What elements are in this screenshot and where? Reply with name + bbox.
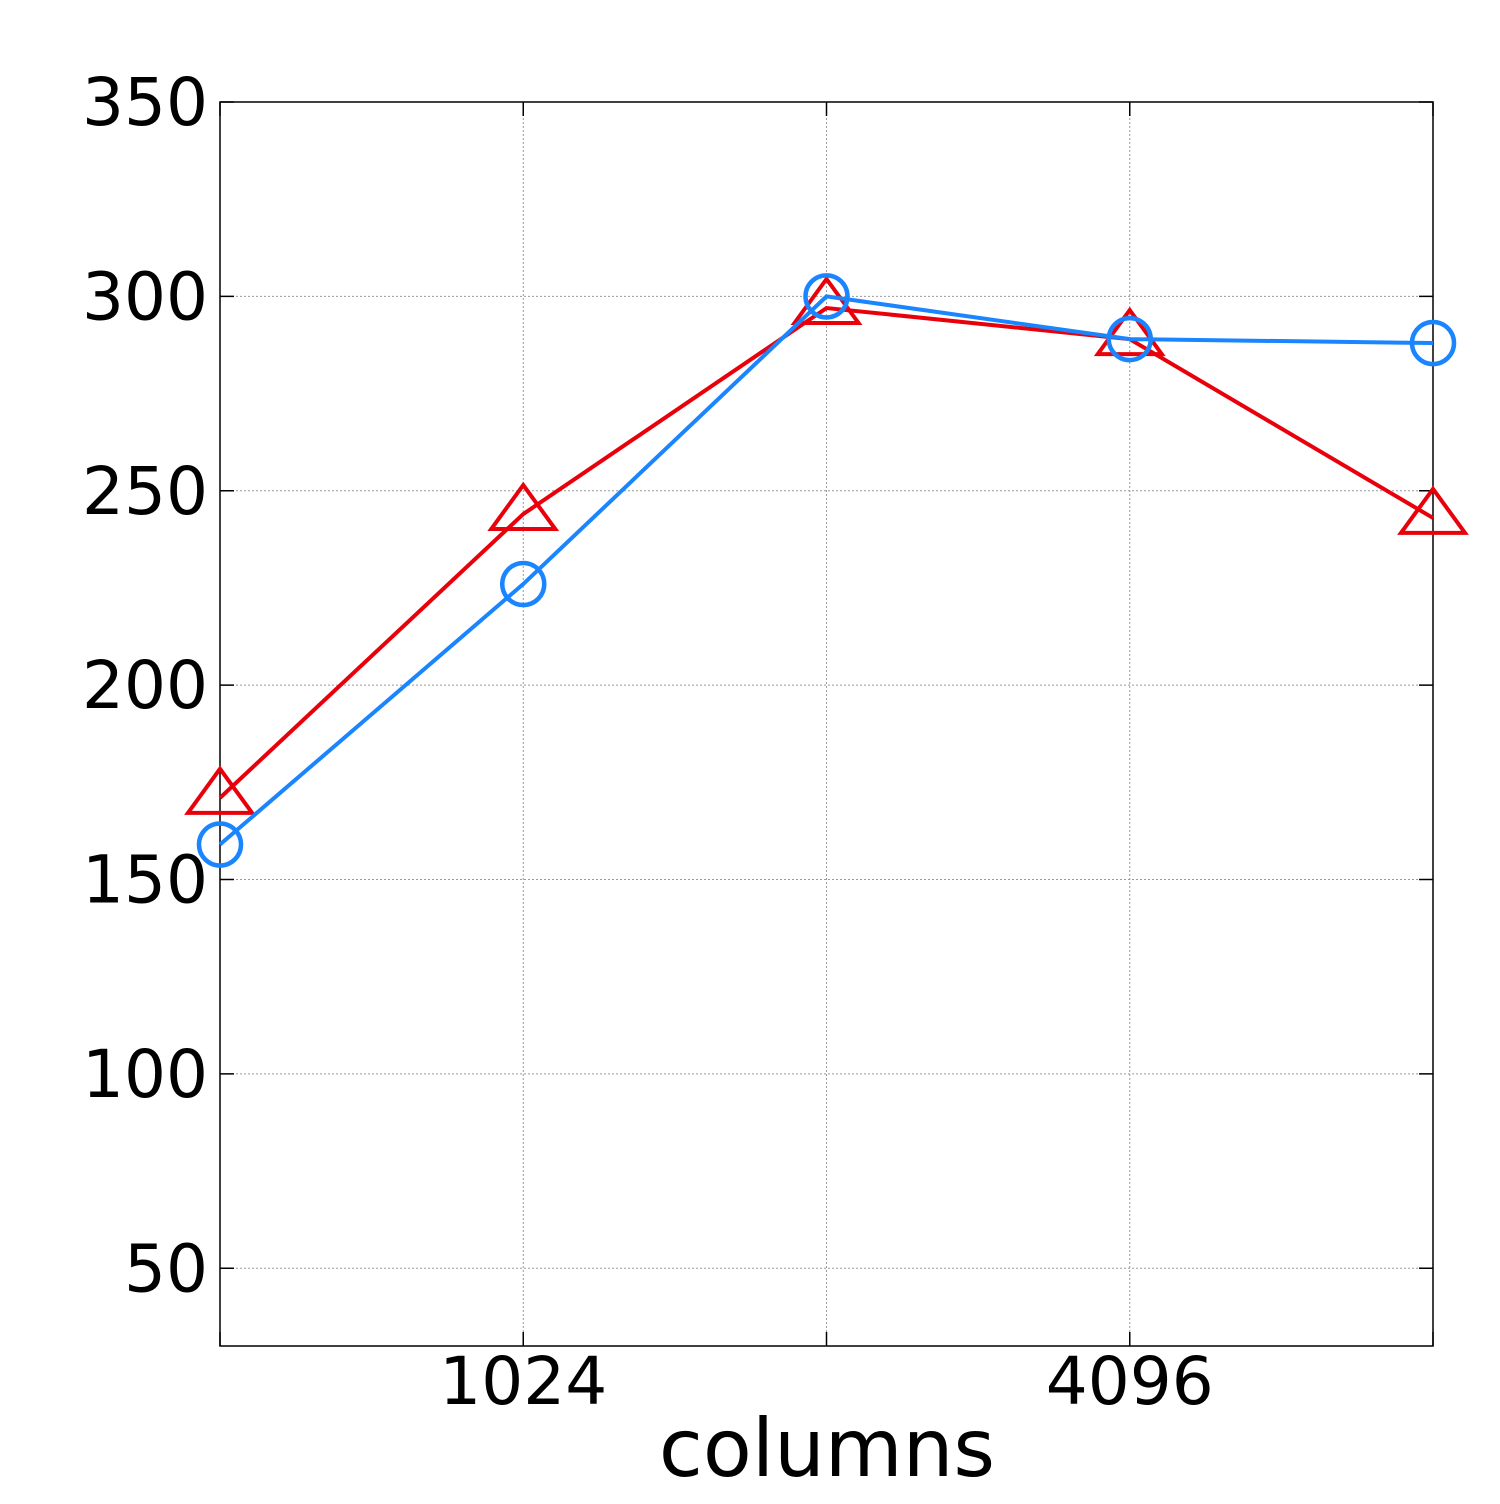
x-tick-label: 4096 [1046, 1343, 1214, 1420]
x-tick-labels: 1024 4096 [439, 1343, 1213, 1420]
series-circle [196, 273, 1457, 868]
y-tick-label: 350 [82, 64, 208, 141]
circle-marker [803, 273, 850, 320]
y-tick-label: 50 [124, 1230, 208, 1307]
x-tick-label: 1024 [439, 1343, 607, 1420]
triangle-marker [184, 765, 256, 815]
grid-lines [220, 101, 1433, 1346]
x-axis-title: columns [659, 1402, 995, 1495]
plot-frame [219, 101, 1434, 1347]
y-tick-label: 300 [82, 258, 208, 335]
series-triangle [184, 275, 1469, 815]
y-tick-label: 200 [82, 647, 208, 724]
y-tick-labels: 50 100 150 200 250 300 350 [82, 64, 208, 1307]
triangle-marker [790, 275, 863, 325]
y-tick-label: 250 [82, 453, 208, 530]
circle-marker [1409, 319, 1457, 367]
data-series [184, 273, 1469, 868]
circle-marker [196, 821, 244, 868]
triangle-marker [1093, 306, 1166, 357]
circle-marker [1106, 315, 1153, 363]
triangle-marker [487, 481, 560, 532]
circle-marker [500, 560, 547, 608]
series-line [218, 294, 1434, 847]
triangle-marker [1397, 485, 1469, 535]
y-tick-label: 150 [82, 842, 208, 919]
y-tick-label: 100 [82, 1036, 208, 1113]
series-line [218, 305, 1435, 800]
